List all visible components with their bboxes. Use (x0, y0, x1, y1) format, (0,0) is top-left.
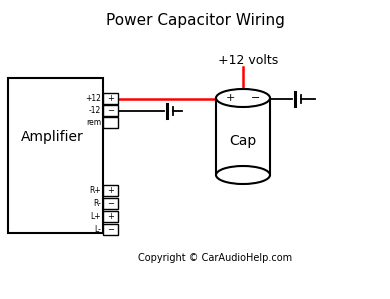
Text: Power Capacitor Wiring: Power Capacitor Wiring (106, 13, 284, 28)
Text: L-: L- (94, 225, 101, 234)
Bar (103, 224, 118, 235)
Ellipse shape (216, 89, 270, 107)
Text: +12 volts: +12 volts (218, 54, 278, 66)
Bar (8, 78, 103, 233)
Text: −: − (250, 93, 260, 103)
Bar (103, 198, 118, 209)
Text: Amplifier: Amplifier (21, 130, 84, 144)
Text: −: − (107, 106, 114, 115)
Text: Copyright © CarAudioHelp.com: Copyright © CarAudioHelp.com (138, 253, 292, 263)
Text: −: − (107, 199, 114, 208)
Bar (216, 98, 270, 175)
Text: +: + (107, 94, 114, 103)
Text: +: + (226, 93, 236, 103)
Ellipse shape (216, 166, 270, 184)
Bar (103, 211, 118, 222)
Text: −: − (107, 225, 114, 234)
Bar (103, 117, 118, 128)
Text: L+: L+ (90, 212, 101, 221)
Bar (103, 93, 118, 104)
Bar (103, 185, 118, 196)
Text: Cap: Cap (229, 133, 257, 147)
Bar (103, 105, 118, 116)
Text: -12: -12 (89, 106, 101, 115)
Text: R-: R- (93, 199, 101, 208)
Text: +12: +12 (85, 94, 101, 103)
Text: rem: rem (86, 118, 101, 127)
Text: R+: R+ (89, 186, 101, 195)
Text: +: + (107, 212, 114, 221)
Text: +: + (107, 186, 114, 195)
